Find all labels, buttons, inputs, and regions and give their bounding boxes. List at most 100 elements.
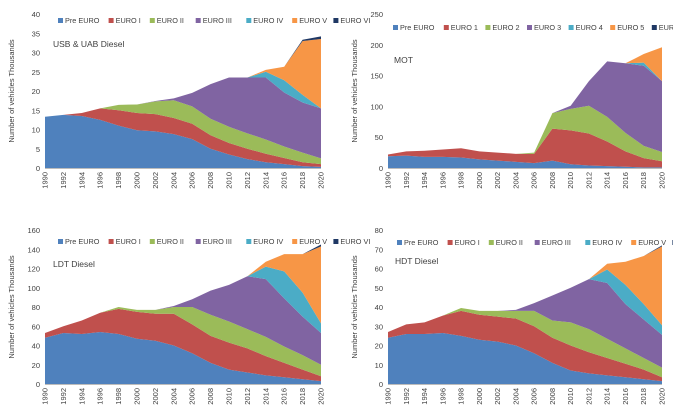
legend-swatch [195,18,201,23]
x-tick-label: 2004 [169,172,178,189]
legend-item: EURO III [195,237,232,246]
x-tick-label: 2010 [225,172,234,189]
legend-item: EURO 5 [610,23,644,32]
legend-swatch [333,239,339,244]
x-tick-label: 2000 [133,172,142,189]
legend-swatch [292,239,298,244]
x-tick-label: 2014 [261,172,270,189]
legend-swatch [58,18,63,23]
y-tick-label: 0 [379,164,383,173]
chart-title: MOT [394,55,413,65]
x-tick-label: 1996 [96,388,105,405]
area-euro-3 [388,61,662,155]
legend-label: EURO III [542,238,571,247]
legend-label: EURO V [299,16,327,25]
x-tick-label: 2018 [298,172,307,189]
legend-label: EURO 4 [576,23,603,32]
chart-panel-3: 0 20 40 60 80 100 120 140 160 1990 1992 1994 1996 199… [7,226,370,405]
legend-swatch [447,240,453,245]
legend-label: EURO 1 [451,23,478,32]
x-tick-label: 2008 [548,172,557,189]
y-tick-label: 25 [32,68,40,77]
legend-swatch [333,18,339,23]
legend-item: EURO I [108,237,141,246]
legend-swatch [488,240,494,245]
x-tick-label: 2010 [566,388,575,405]
legend-item: EURO IV [246,237,283,246]
legend-label: EURO V [638,238,666,247]
y-tick-label: 35 [32,29,40,38]
x-tick-label: 2006 [530,388,539,405]
legend-label: EURO I [116,237,141,246]
x-tick-label: 2004 [511,172,520,189]
legend-item: EURO 3 [527,23,561,32]
legend-item: EURO IV [246,16,283,25]
legend-item: EURO IV [585,238,622,247]
x-tick-label: 2012 [584,388,593,405]
legend-item: EURO V [292,16,327,25]
legend-label: Pre EURO [65,237,100,246]
x-tick-label: 2020 [317,172,326,189]
x-tick-label: 2018 [298,388,307,405]
x-tick-label: 2008 [206,388,215,405]
y-tick-label: 0 [36,164,40,173]
x-tick-label: 1990 [41,388,50,405]
legend-item: EURO III [195,16,232,25]
area-pre-euro [388,332,662,384]
y-tick-label: 120 [27,265,40,274]
x-tick-label: 2008 [548,388,557,405]
legend-item: Pre EURO [393,23,435,32]
x-tick-label: 2002 [493,172,502,189]
x-tick-label: 2020 [658,388,667,405]
legend-label: EURO 3 [534,23,561,32]
y-tick-label: 160 [27,226,40,235]
x-tick-label: 2014 [603,388,612,405]
x-tick-label: 2016 [621,172,630,189]
legend-swatch [527,25,532,30]
x-tick-label: 1992 [59,172,68,189]
x-tick-label: 2006 [188,172,197,189]
chart-title: HDT Diesel [395,256,438,266]
legend-swatch [631,240,637,245]
x-tick-label: 2004 [169,388,178,405]
legend-swatch [195,239,201,244]
legend-label: EURO IV [253,16,283,25]
y-tick-label: 70 [375,245,383,254]
legend-swatch [610,25,616,30]
area-pre-euro [45,114,321,168]
legend-item: EURO VI [333,237,370,246]
legend-item: Pre EURO [58,16,100,25]
x-tick-label: 2000 [133,388,142,405]
legend-swatch [149,239,155,244]
legend-label: Pre EURO [404,238,439,247]
legend-label: Pre EURO [65,16,100,25]
x-tick-label: 2020 [658,172,667,189]
x-tick-label: 1996 [438,388,447,405]
x-tick-label: 1994 [77,172,86,189]
x-tick-label: 1998 [457,388,466,405]
y-tick-label: 40 [32,10,40,19]
legend-swatch [292,18,298,23]
legend-label: EURO IV [592,238,622,247]
y-tick-label: 100 [370,102,383,111]
legend-item: EURO V [292,237,327,246]
area-euro-i [45,108,321,167]
x-tick-label: 1990 [384,388,393,405]
area-euro-iii [45,276,321,365]
x-tick-label: 2008 [206,172,215,189]
y-tick-label: 140 [27,245,40,254]
x-tick-label: 1990 [41,172,50,189]
legend-swatch [246,18,252,23]
legend-label: EURO II [157,237,184,246]
x-tick-label: 2018 [639,172,648,189]
y-tick-label: 20 [375,342,383,351]
x-tick-label: 1994 [420,172,429,189]
legend-label: EURO VI [340,237,370,246]
chart-panel-2: 0 50 100 150 200 250 1990 1992 1994 1996 1998 2000 2… [350,10,673,189]
x-tick-label: 2004 [511,388,520,405]
x-tick-label: 2016 [621,388,630,405]
chart-panel-1: 0 5 10 15 20 25 30 35 40 1990 1992 1994 1996 1998 2000… [7,10,370,189]
y-axis-label: Number of vehicles Thousands [7,255,16,358]
legend-label: EURO III [203,237,232,246]
legend-label: EURO 5 [617,23,644,32]
